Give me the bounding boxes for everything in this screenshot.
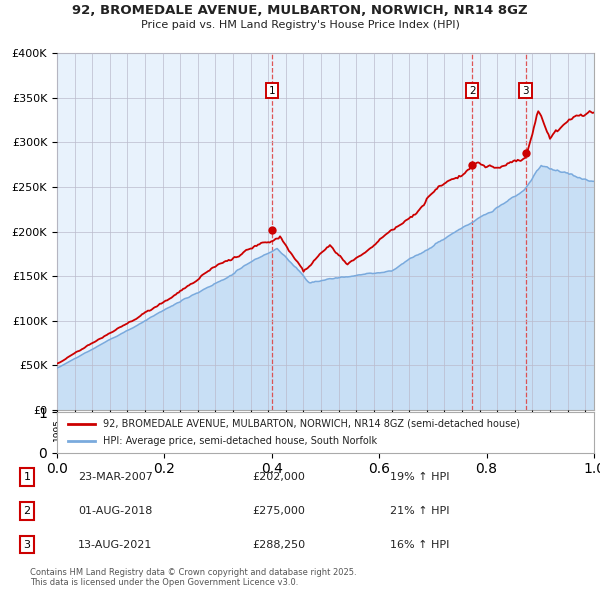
Text: Contains HM Land Registry data © Crown copyright and database right 2025.: Contains HM Land Registry data © Crown c… [30,568,356,576]
Text: 3: 3 [23,540,31,549]
Text: 21% ↑ HPI: 21% ↑ HPI [390,506,449,516]
Text: Price paid vs. HM Land Registry's House Price Index (HPI): Price paid vs. HM Land Registry's House … [140,20,460,30]
Text: £202,000: £202,000 [252,472,305,482]
Text: 1: 1 [269,86,275,96]
Text: 16% ↑ HPI: 16% ↑ HPI [390,540,449,549]
Text: 3: 3 [523,86,529,96]
Text: 1: 1 [23,472,31,482]
Text: 92, BROMEDALE AVENUE, MULBARTON, NORWICH, NR14 8GZ (semi-detached house): 92, BROMEDALE AVENUE, MULBARTON, NORWICH… [103,419,520,429]
Text: 92, BROMEDALE AVENUE, MULBARTON, NORWICH, NR14 8GZ: 92, BROMEDALE AVENUE, MULBARTON, NORWICH… [72,4,528,17]
Text: This data is licensed under the Open Government Licence v3.0.: This data is licensed under the Open Gov… [30,578,298,587]
Text: 2: 2 [23,506,31,516]
Text: £288,250: £288,250 [252,540,305,549]
Text: £275,000: £275,000 [252,506,305,516]
Text: 01-AUG-2018: 01-AUG-2018 [78,506,152,516]
Text: 13-AUG-2021: 13-AUG-2021 [78,540,152,549]
Text: 19% ↑ HPI: 19% ↑ HPI [390,472,449,482]
Text: 2: 2 [469,86,475,96]
Text: 23-MAR-2007: 23-MAR-2007 [78,472,153,482]
Text: HPI: Average price, semi-detached house, South Norfolk: HPI: Average price, semi-detached house,… [103,436,377,446]
